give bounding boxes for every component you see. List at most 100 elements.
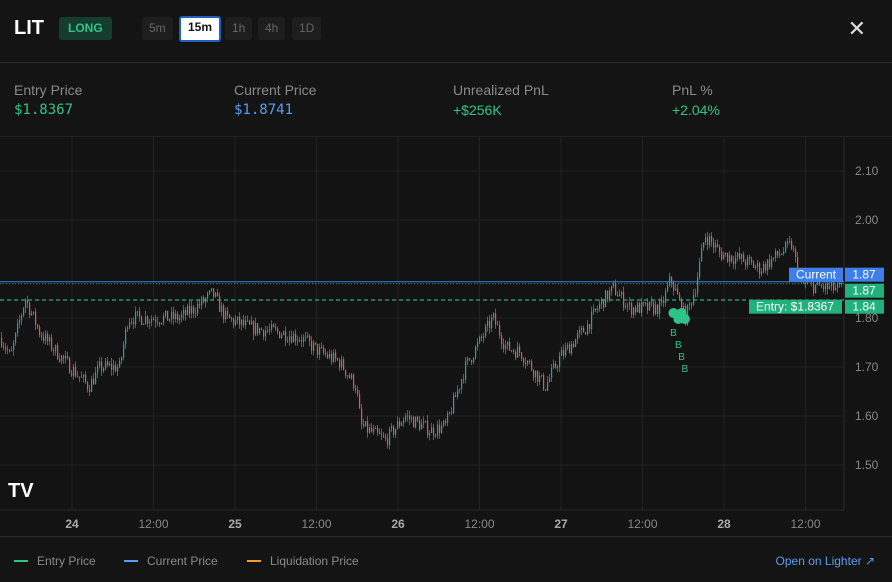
candle-body [829,286,831,289]
candle-body [739,253,741,259]
candle-body [763,263,765,272]
candle-body [697,277,699,294]
candle-body [789,241,791,243]
candle-body [215,292,217,297]
candle-body [419,420,421,430]
candle-body [655,304,657,314]
timeframe-1h[interactable]: 1h [225,17,253,40]
candle-body [759,263,761,275]
candle-body [435,435,437,437]
candle-body [839,282,841,285]
candle-body [431,427,433,434]
candle-body [3,346,5,348]
candle-body [597,308,599,311]
candle-body [49,337,51,342]
candle-body [561,350,563,356]
candle-body [161,322,163,324]
candle-body [491,317,493,329]
candle-body [195,312,197,314]
candle-body [311,341,313,351]
candle-body [105,361,107,369]
open-on-lighter-link[interactable]: Open on Lighter ↗ [775,554,875,568]
candle-body [643,302,645,304]
candle-body [757,263,759,267]
candle-body [585,332,587,335]
candle-body [11,350,13,352]
candle-body [519,346,521,353]
candle-body [461,379,463,389]
candle-body [443,420,445,426]
candle-body [541,374,543,376]
candle-body [761,271,763,275]
current-axis-label: 1.87 [852,268,876,282]
candle-body [795,249,797,257]
candle-body [679,294,681,299]
candle-body [287,340,289,342]
candle-body [553,363,555,368]
timeframe-15m[interactable]: 15m [179,16,222,42]
candle-body [711,236,713,243]
candle-body [617,295,619,297]
candle-body [263,329,265,337]
price-chart[interactable]: 2.10 2.00 1.80 1.70 1.60 1.50 24 12:00 25 12:00 26… [0,136,892,537]
candle-body [587,324,589,335]
current-label-bg [789,267,843,282]
candle-body [475,346,477,359]
close-icon[interactable]: ✕ [847,16,866,41]
candle-body [439,424,441,433]
candle-body [661,300,663,302]
y-tick-label: 1.60 [855,409,879,423]
candle-body [579,329,581,334]
timeframe-5m[interactable]: 5m [142,17,173,40]
candle-body [283,331,285,335]
legend-swatch [14,560,28,562]
candle-body [669,276,671,286]
candle-body [615,283,617,296]
candle-body [417,416,419,421]
candle-body [621,292,623,295]
candle-body [515,351,517,358]
candle-body [365,421,367,427]
buy-marker-label: B [670,328,677,339]
entry-label: Entry: $1.8367 [756,300,834,314]
timeframe-1d[interactable]: 1D [292,17,322,40]
candle-body [201,297,203,306]
candle-body [367,421,369,433]
candle-body [47,333,49,342]
candle-body [61,355,63,362]
candle-body [371,427,373,432]
candle-body [707,237,709,245]
candle-body [657,304,659,315]
timeframe-4h[interactable]: 4h [258,17,286,40]
x-tick-label: 25 [228,517,242,531]
candle-body [271,324,273,330]
candle-body [523,358,525,363]
candle-body [255,323,257,335]
chart-svg[interactable]: 2.10 2.00 1.80 1.70 1.60 1.50 24 12:00 25 12:00 26… [0,137,892,538]
buy-marker-label: B [682,364,689,375]
candle-body [7,349,9,351]
candle-body [355,388,357,391]
candle-body [453,395,455,414]
candle-body [559,355,561,368]
candle-body [753,262,755,268]
candle-body [463,379,465,381]
entry-axis-bg [845,299,884,314]
candle-body [165,310,167,316]
candle-body [467,358,469,361]
candle-body [183,309,185,315]
entry-axis-label: 1.84 [852,300,876,314]
candle-body [745,261,747,266]
candle-body [713,242,715,248]
candle-body [399,421,401,426]
candle-body [293,333,295,343]
candle-body [87,382,89,390]
candle-body [529,360,531,362]
candle-body [625,306,627,308]
candle-body [147,316,149,324]
candle-body [633,307,635,315]
candle-body [117,367,119,372]
candle-body [275,327,277,329]
candle-body [823,286,825,290]
candle-body [567,344,569,348]
